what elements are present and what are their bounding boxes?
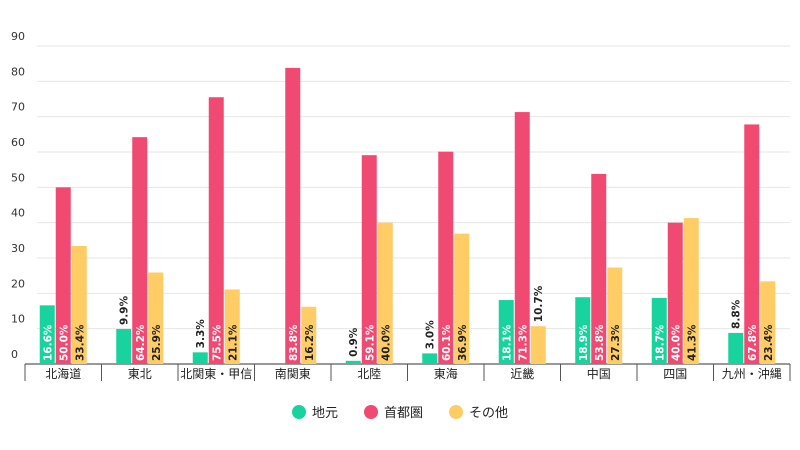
bar — [55, 187, 71, 364]
bar — [744, 124, 760, 364]
bar — [454, 233, 470, 364]
legend-label-capital: 首都圏 — [383, 406, 423, 421]
bar — [224, 289, 240, 364]
x-tick-label: 四国 — [663, 367, 687, 381]
data-label: 33.4% — [74, 324, 86, 361]
y-tick-label: 90 — [11, 30, 25, 43]
bar — [760, 281, 776, 364]
bar — [71, 245, 87, 364]
data-label: 16.2% — [304, 324, 316, 361]
x-tick-label: 東海 — [434, 366, 458, 381]
data-label: 25.9% — [151, 324, 163, 361]
bar — [148, 272, 164, 364]
data-label: 67.8% — [747, 324, 759, 361]
data-label: 83.8% — [288, 324, 300, 361]
bar — [651, 297, 667, 364]
y-tick-label: 60 — [11, 136, 25, 149]
bar — [132, 137, 148, 364]
data-label: 3.0% — [425, 320, 437, 350]
y-tick-label: 20 — [11, 277, 25, 290]
legend-label-local: 地元 — [311, 406, 338, 421]
bar — [301, 306, 317, 364]
bar — [208, 97, 224, 364]
legend: 地元 首都圏 その他 — [0, 402, 800, 421]
data-label: 9.9% — [119, 295, 131, 325]
data-label: 8.8% — [731, 299, 743, 329]
bar — [116, 329, 132, 364]
data-label: 50.0% — [58, 324, 70, 361]
x-tick-label: 北海道 — [45, 366, 81, 381]
y-tick-label: 10 — [11, 313, 25, 326]
data-label: 18.9% — [578, 324, 590, 361]
data-label: 10.7% — [533, 285, 545, 322]
x-tick-label: 九州・沖縄 — [722, 366, 782, 381]
data-label: 40.0% — [670, 324, 682, 361]
data-label: 53.8% — [594, 324, 606, 361]
x-tick-label: 北陸 — [357, 367, 381, 381]
bar-chart: 0 10 20 30 40 50 60 70 80 90 16.6% 50.0% 33.4% 北海道 9.9… — [11, 30, 791, 381]
data-label: 41.3% — [686, 324, 698, 361]
data-label: 40.0% — [380, 324, 392, 361]
x-tick-label: 中国 — [587, 366, 611, 381]
data-label: 59.1% — [364, 324, 376, 361]
bar — [39, 305, 55, 364]
y-tick-label: 0 — [11, 348, 18, 361]
bar — [575, 297, 591, 364]
bar — [591, 173, 607, 364]
legend-item-local: 地元 — [291, 402, 338, 421]
data-label: 71.3% — [517, 324, 529, 361]
x-tick-label: 北関東・甲信 — [180, 367, 252, 381]
bar — [498, 300, 514, 364]
y-tick-label: 40 — [11, 207, 25, 220]
data-label: 18.7% — [654, 324, 666, 361]
bar — [361, 155, 377, 364]
legend-swatch-other — [449, 404, 463, 419]
data-label: 64.2% — [135, 324, 147, 361]
bar — [422, 353, 438, 364]
data-label: 21.1% — [227, 324, 239, 361]
bar — [345, 360, 361, 364]
legend-swatch-capital — [363, 404, 378, 419]
data-label: 18.1% — [501, 324, 513, 361]
bar — [438, 151, 454, 364]
bar — [530, 326, 546, 364]
y-tick-label: 30 — [11, 242, 25, 255]
y-tick-label: 70 — [11, 101, 25, 114]
legend-label-other: その他 — [469, 406, 509, 421]
data-label: 3.3% — [195, 319, 207, 349]
legend-item-capital: 首都圏 — [363, 402, 423, 421]
bar — [607, 267, 623, 364]
bar — [667, 222, 683, 364]
y-tick-label: 50 — [11, 171, 25, 184]
bar — [192, 352, 208, 364]
data-label: 16.6% — [42, 324, 54, 361]
y-tick-label: 80 — [11, 65, 25, 78]
legend-item-other: その他 — [449, 402, 508, 421]
data-label: 23.4% — [763, 324, 775, 361]
legend-swatch-local — [291, 404, 306, 419]
x-tick-label: 近畿 — [510, 367, 534, 381]
bar — [514, 112, 530, 364]
bar — [728, 332, 744, 364]
bar — [285, 67, 301, 364]
bar — [683, 218, 699, 364]
data-label: 75.5% — [211, 324, 223, 361]
data-label: 0.9% — [348, 327, 360, 357]
x-tick-label: 南関東 — [275, 366, 311, 381]
x-tick-label: 東北 — [128, 367, 152, 381]
bar — [377, 222, 393, 364]
data-label: 60.1% — [441, 324, 453, 361]
data-label: 36.9% — [457, 324, 469, 361]
data-label: 27.3% — [610, 324, 622, 361]
